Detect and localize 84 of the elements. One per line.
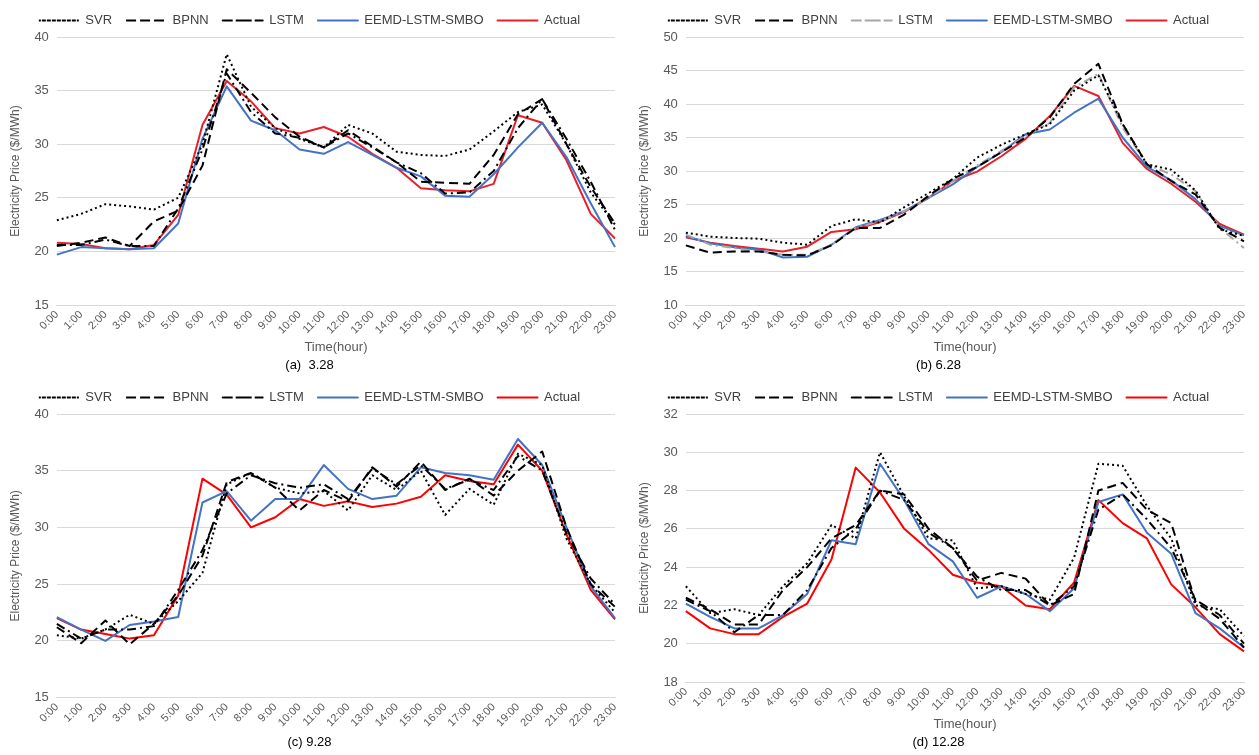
legend-label: BPNN: [172, 389, 209, 405]
y-tick-label: 45: [663, 62, 678, 78]
x-tick-label: 5:00: [787, 307, 811, 332]
y-tick-label: 20: [663, 229, 678, 245]
text: (d) 12.28: [912, 733, 965, 749]
x-tick-label: 7:00: [206, 307, 231, 332]
y-tick-label: 35: [34, 82, 49, 98]
legend-label: LSTM: [269, 12, 304, 28]
x-tick-label: 5:00: [158, 307, 182, 332]
y-tick-label: 25: [34, 575, 49, 591]
y-tick-label: 22: [663, 597, 678, 613]
x-tick-label: 4:00: [762, 307, 787, 332]
y-tick-label: 20: [34, 242, 49, 258]
legend-label: EEMD-LSTM-SMBO: [364, 389, 484, 405]
y-tick-label: 30: [34, 135, 49, 151]
y-tick-label: 30: [663, 162, 678, 178]
x-tick-label: 9:00: [884, 307, 908, 332]
x-tick-label: 9:00: [884, 684, 908, 709]
y-axis-title: Electricity Price ($/MWh): [7, 105, 22, 237]
y-tick-label: 40: [34, 405, 49, 421]
y-tick-label: 40: [663, 95, 678, 111]
text: (c) 9.28: [287, 733, 332, 749]
legend-label: SVR: [85, 12, 113, 28]
y-axis-title: Electricity Price ($/MWh): [636, 482, 651, 614]
y-tick-label: 32: [663, 405, 678, 421]
legend-label: BPNN: [172, 12, 209, 28]
y-tick-label: 15: [34, 296, 49, 312]
legend-label: LSTM: [898, 389, 933, 405]
x-tick-label: 3:00: [109, 307, 134, 332]
legend-label: SVR: [85, 389, 113, 405]
x-tick-label: 4:00: [133, 307, 158, 332]
x-tick-label: 4:00: [133, 700, 158, 724]
x-tick-label: 5:00: [787, 684, 811, 709]
y-tick-label: 25: [34, 189, 49, 205]
y-tick-label: 15: [34, 689, 49, 705]
y-axis-title: Electricity Price ($/MWh): [7, 490, 22, 622]
x-tick-label: 3:00: [738, 307, 763, 332]
legend-label: Actual: [544, 389, 581, 405]
x-axis-title: Time(hour): [933, 716, 997, 732]
x-tick-label: 8:00: [859, 684, 884, 709]
legend-label: SVR: [714, 12, 742, 28]
y-tick-label: 15: [663, 263, 678, 279]
x-tick-label: 6:00: [182, 307, 207, 332]
legend-label: Actual: [544, 12, 581, 28]
y-tick-label: 18: [663, 673, 678, 689]
legend-label: SVR: [714, 389, 742, 405]
x-tick-label: 3:00: [738, 684, 763, 709]
y-tick-label: 20: [34, 632, 49, 648]
x-tick-label: 7:00: [206, 700, 231, 724]
y-tick-label: 50: [663, 28, 678, 44]
x-axis-title: Time(hour): [933, 339, 997, 355]
x-tick-label: 7:00: [835, 307, 860, 332]
x-tick-label: 6:00: [811, 684, 836, 709]
legend-label: EEMD-LSTM-SMBO: [364, 12, 484, 28]
legend-label: Actual: [1173, 12, 1210, 28]
x-tick-label: 6:00: [811, 307, 836, 332]
y-tick-label: 40: [34, 28, 49, 44]
y-axis-title: Electricity Price ($/MWh): [636, 105, 651, 237]
y-tick-label: 24: [663, 558, 678, 574]
text: (a) 3.28: [285, 356, 334, 372]
x-axis-title: Time(hour): [304, 339, 368, 355]
text: (b) 6.28: [916, 356, 961, 372]
legend-label: BPNN: [801, 389, 838, 405]
y-tick-label: 35: [663, 129, 678, 145]
y-tick-label: 25: [663, 196, 678, 212]
x-tick-label: 4:00: [762, 684, 787, 709]
y-tick-label: 20: [663, 635, 678, 651]
x-tick-label: 8:00: [230, 307, 255, 332]
y-tick-label: 30: [663, 443, 678, 459]
y-tick-label: 35: [34, 462, 49, 478]
y-tick-label: 30: [34, 519, 49, 535]
y-tick-label: 28: [663, 482, 678, 498]
x-tick-label: 6:00: [182, 700, 207, 724]
y-tick-label: 10: [663, 296, 678, 312]
legend-label: Actual: [1173, 389, 1210, 405]
legend-label: EEMD-LSTM-SMBO: [993, 389, 1113, 405]
legend-label: BPNN: [801, 12, 838, 28]
legend-label: LSTM: [269, 389, 304, 405]
legend-label: EEMD-LSTM-SMBO: [993, 12, 1113, 28]
y-tick-label: 26: [663, 520, 678, 536]
legend-label: LSTM: [898, 12, 933, 28]
x-tick-label: 9:00: [255, 307, 279, 332]
x-tick-label: 7:00: [835, 684, 860, 709]
x-tick-label: 8:00: [859, 307, 884, 332]
